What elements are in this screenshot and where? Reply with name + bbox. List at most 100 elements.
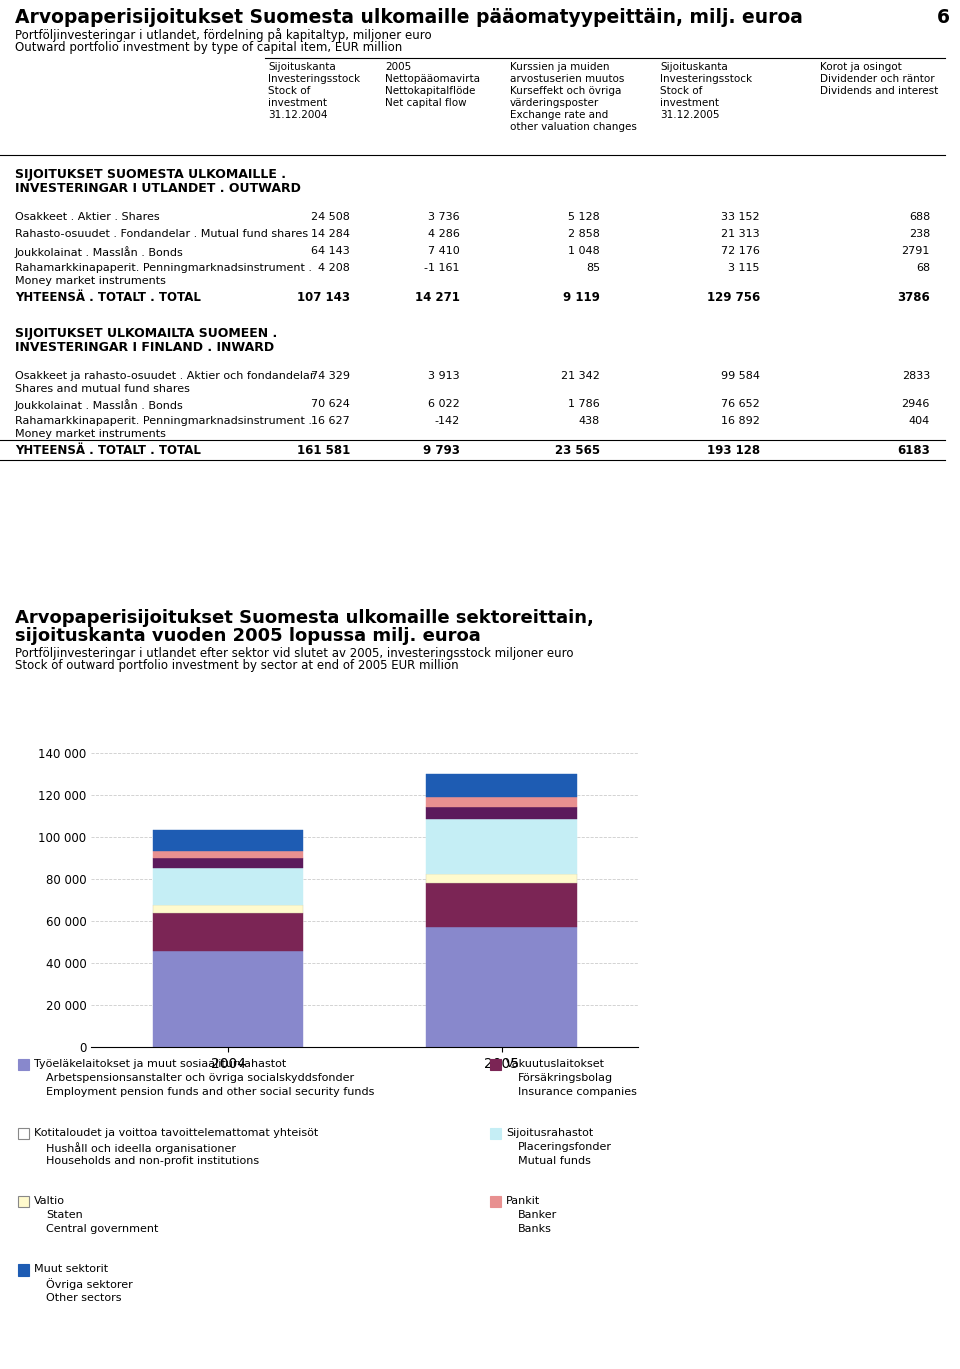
Text: Stock of: Stock of bbox=[268, 86, 310, 96]
Text: Insurance companies: Insurance companies bbox=[518, 1087, 636, 1098]
Bar bbox=[153, 913, 303, 950]
Text: other valuation changes: other valuation changes bbox=[510, 122, 636, 131]
Bar bbox=[153, 950, 303, 1047]
Text: 129 756: 129 756 bbox=[707, 292, 760, 304]
Text: 2 858: 2 858 bbox=[568, 229, 600, 240]
Text: Nettokapitalflöde: Nettokapitalflöde bbox=[385, 86, 475, 96]
Text: 16 892: 16 892 bbox=[721, 416, 760, 426]
Text: INVESTERINGAR I FINLAND . INWARD: INVESTERINGAR I FINLAND . INWARD bbox=[15, 341, 275, 355]
Text: Stock of: Stock of bbox=[660, 86, 703, 96]
Text: Central government: Central government bbox=[46, 1224, 158, 1235]
Text: Mutual funds: Mutual funds bbox=[518, 1155, 590, 1166]
Text: 193 128: 193 128 bbox=[707, 444, 760, 457]
Text: Other sectors: Other sectors bbox=[46, 1292, 122, 1302]
Text: 24 508: 24 508 bbox=[311, 212, 350, 222]
Text: 74 329: 74 329 bbox=[311, 371, 350, 381]
Text: SIJOITUKSET SUOMESTA ULKOMAILLE .: SIJOITUKSET SUOMESTA ULKOMAILLE . bbox=[15, 168, 286, 181]
Text: 16 627: 16 627 bbox=[311, 416, 350, 426]
Text: Osakkeet ja rahasto-osuudet . Aktier och fondandelar .: Osakkeet ja rahasto-osuudet . Aktier och… bbox=[15, 371, 322, 381]
Text: 31.12.2004: 31.12.2004 bbox=[268, 110, 327, 120]
Bar bbox=[490, 1197, 501, 1207]
Text: 70 624: 70 624 bbox=[311, 400, 350, 409]
Text: INVESTERINGAR I UTLANDET . OUTWARD: INVESTERINGAR I UTLANDET . OUTWARD bbox=[15, 182, 300, 194]
Text: 21 342: 21 342 bbox=[562, 371, 600, 381]
Text: 9 793: 9 793 bbox=[423, 444, 460, 457]
Bar bbox=[426, 797, 577, 806]
Text: arvostuserien muutos: arvostuserien muutos bbox=[510, 74, 624, 84]
Bar bbox=[426, 927, 577, 1047]
Bar bbox=[18, 1060, 29, 1071]
Text: Households and non-profit institutions: Households and non-profit institutions bbox=[46, 1155, 259, 1166]
Text: Nettopääomavirta: Nettopääomavirta bbox=[385, 74, 480, 84]
Text: 9 119: 9 119 bbox=[564, 292, 600, 304]
Text: investment: investment bbox=[660, 99, 719, 108]
Text: Kurseffekt och övriga: Kurseffekt och övriga bbox=[510, 86, 621, 96]
Text: investment: investment bbox=[268, 99, 327, 108]
Text: 438: 438 bbox=[579, 416, 600, 426]
Text: Joukkolainat . Masslån . Bonds: Joukkolainat . Masslån . Bonds bbox=[15, 400, 183, 411]
Text: Portföljinvesteringar i utlandet, fördelning på kapitaltyp, miljoner euro: Portföljinvesteringar i utlandet, fördel… bbox=[15, 27, 432, 42]
Text: Investeringsstock: Investeringsstock bbox=[660, 74, 752, 84]
Text: Staten: Staten bbox=[46, 1210, 83, 1220]
Text: 23 565: 23 565 bbox=[555, 444, 600, 457]
Bar bbox=[426, 873, 577, 883]
Bar bbox=[18, 1197, 29, 1207]
Text: YHTEENSÄ . TOTALT . TOTAL: YHTEENSÄ . TOTALT . TOTAL bbox=[15, 444, 201, 457]
Bar bbox=[426, 806, 577, 819]
Text: 238: 238 bbox=[909, 229, 930, 240]
Text: Banker: Banker bbox=[518, 1210, 557, 1220]
Text: 1 048: 1 048 bbox=[568, 246, 600, 256]
Text: Arvopaperisijoitukset Suomesta ulkomaille sektoreittain,: Arvopaperisijoitukset Suomesta ulkomaill… bbox=[15, 609, 594, 627]
Bar bbox=[490, 1128, 501, 1139]
Text: Joukkolainat . Masslån . Bonds: Joukkolainat . Masslån . Bonds bbox=[15, 246, 183, 257]
Text: 161 581: 161 581 bbox=[297, 444, 350, 457]
Bar bbox=[426, 883, 577, 927]
Text: 33 152: 33 152 bbox=[721, 212, 760, 222]
Text: 2833: 2833 bbox=[901, 371, 930, 381]
Text: Rahasto-osuudet . Fondandelar . Mutual fund shares: Rahasto-osuudet . Fondandelar . Mutual f… bbox=[15, 229, 308, 240]
Text: Sijoitusrahastot: Sijoitusrahastot bbox=[506, 1128, 593, 1138]
Bar bbox=[153, 868, 303, 905]
Text: Dividender och räntor: Dividender och räntor bbox=[820, 74, 935, 84]
Text: Investeringsstock: Investeringsstock bbox=[268, 74, 360, 84]
Text: 76 652: 76 652 bbox=[721, 400, 760, 409]
Text: Pankit: Pankit bbox=[506, 1197, 540, 1206]
Text: 6 022: 6 022 bbox=[428, 400, 460, 409]
Text: Rahamarkkinapaperit. Penningmarknadsinstrument .: Rahamarkkinapaperit. Penningmarknadsinst… bbox=[15, 416, 312, 426]
Text: 21 313: 21 313 bbox=[721, 229, 760, 240]
Text: Sijoituskanta: Sijoituskanta bbox=[660, 62, 728, 73]
Bar bbox=[18, 1128, 29, 1139]
Text: Arvopaperisijoitukset Suomesta ulkomaille pääomatyypeittäin, milj. euroa: Arvopaperisijoitukset Suomesta ulkomaill… bbox=[15, 8, 803, 27]
Text: SIJOITUKSET ULKOMAILTA SUOMEEN .: SIJOITUKSET ULKOMAILTA SUOMEEN . bbox=[15, 327, 277, 340]
Text: 14 284: 14 284 bbox=[311, 229, 350, 240]
Bar bbox=[426, 819, 577, 873]
Text: YHTEENSÄ . TOTALT . TOTAL: YHTEENSÄ . TOTALT . TOTAL bbox=[15, 292, 201, 304]
Text: 688: 688 bbox=[909, 212, 930, 222]
Text: 404: 404 bbox=[909, 416, 930, 426]
Text: Stock of outward portfolio investment by sector at end of 2005 EUR million: Stock of outward portfolio investment by… bbox=[15, 658, 459, 672]
Text: Hushåll och ideella organisationer: Hushåll och ideella organisationer bbox=[46, 1142, 236, 1154]
Text: Työeläkelaitokset ja muut sosiaaliturvahastot: Työeläkelaitokset ja muut sosiaaliturvah… bbox=[34, 1060, 286, 1069]
Text: 68: 68 bbox=[916, 263, 930, 272]
Text: Korot ja osingot: Korot ja osingot bbox=[820, 62, 901, 73]
Text: Money market instruments: Money market instruments bbox=[15, 428, 166, 439]
Bar bbox=[153, 905, 303, 913]
Text: 1 786: 1 786 bbox=[568, 400, 600, 409]
Text: Kurssien ja muiden: Kurssien ja muiden bbox=[510, 62, 610, 73]
Bar bbox=[18, 1265, 29, 1276]
Text: värderingsposter: värderingsposter bbox=[510, 99, 599, 108]
Bar bbox=[153, 830, 303, 850]
Text: Försäkringsbolag: Försäkringsbolag bbox=[518, 1073, 613, 1083]
Text: 31.12.2005: 31.12.2005 bbox=[660, 110, 719, 120]
Text: 2791: 2791 bbox=[901, 246, 930, 256]
Text: Övriga sektorer: Övriga sektorer bbox=[46, 1279, 132, 1291]
Text: Portföljinvesteringar i utlandet efter sektor vid slutet av 2005, investeringsst: Portföljinvesteringar i utlandet efter s… bbox=[15, 648, 573, 660]
Text: 3 736: 3 736 bbox=[428, 212, 460, 222]
Text: 2005: 2005 bbox=[385, 62, 411, 73]
Text: Vakuutuslaitokset: Vakuutuslaitokset bbox=[506, 1060, 605, 1069]
Text: 3 913: 3 913 bbox=[428, 371, 460, 381]
Text: Placeringsfonder: Placeringsfonder bbox=[518, 1142, 612, 1151]
Text: Dividends and interest: Dividends and interest bbox=[820, 86, 938, 96]
Text: Kotitaloudet ja voittoa tavoittelemattomat yhteisöt: Kotitaloudet ja voittoa tavoittelemattom… bbox=[34, 1128, 319, 1138]
Bar bbox=[426, 773, 577, 797]
